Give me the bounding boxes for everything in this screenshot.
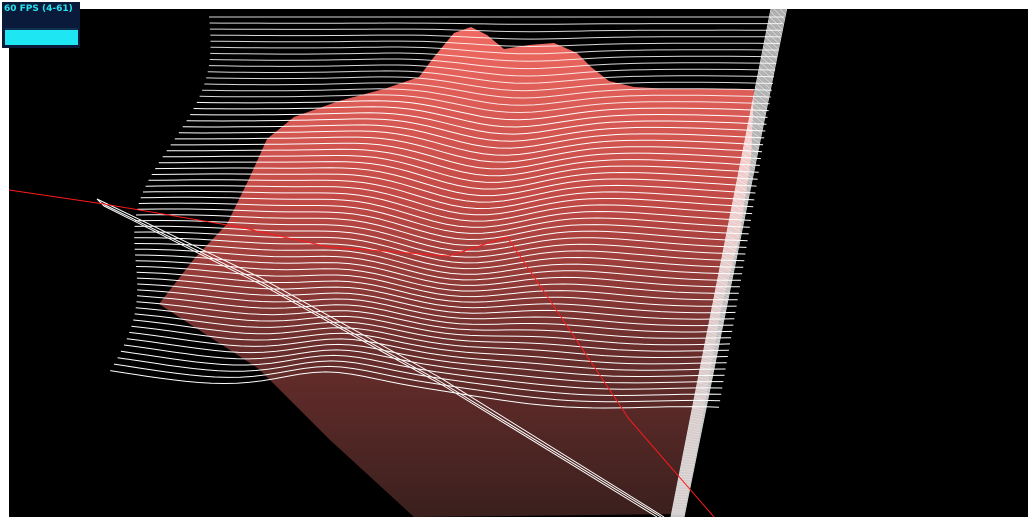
contour-line <box>208 64 776 77</box>
contour-line <box>196 100 769 121</box>
contour-line <box>145 185 754 216</box>
contour-line <box>151 173 756 203</box>
contour-line <box>182 124 765 149</box>
wireframe-side-wall <box>670 9 788 517</box>
contour-line <box>120 350 723 390</box>
contour-line <box>129 331 726 371</box>
contour-line <box>133 319 728 358</box>
contour-line <box>135 219 747 252</box>
contour-line <box>131 325 727 365</box>
wall-line <box>678 9 782 517</box>
wall-line <box>683 9 788 517</box>
contour-line <box>155 167 757 197</box>
contour-line <box>202 88 771 106</box>
contour-line <box>148 179 755 210</box>
contour-line <box>136 266 738 301</box>
contour-line <box>110 370 720 409</box>
webgl-viewport[interactable] <box>9 9 1028 517</box>
axis-lines <box>9 189 715 517</box>
wireframe-boundary <box>96 198 665 517</box>
contour-line <box>210 40 780 48</box>
contour-line <box>134 231 745 264</box>
contour-line <box>137 208 749 241</box>
contour-line <box>178 130 764 156</box>
contour-line <box>210 52 778 62</box>
wall-line <box>681 9 785 517</box>
wall-line <box>675 9 778 517</box>
contour-line <box>210 46 779 55</box>
fps-graph <box>5 28 78 45</box>
contour-line <box>136 301 732 339</box>
contour-line <box>162 154 759 183</box>
wall-line <box>672 9 774 517</box>
wall-line <box>674 9 777 517</box>
contour-line <box>136 277 736 314</box>
wall-line <box>680 9 784 517</box>
contour-line <box>158 161 758 190</box>
wall-line <box>676 9 779 517</box>
contour-line <box>174 136 763 163</box>
wall-line <box>677 9 780 517</box>
contour-line <box>207 70 775 84</box>
contour-line <box>135 254 740 288</box>
contour-line <box>210 34 781 40</box>
contour-line <box>136 295 733 333</box>
wall-line <box>682 9 786 517</box>
wireframe-contours <box>110 16 784 409</box>
contour-line <box>140 196 751 228</box>
contour-line <box>166 148 760 177</box>
fps-counter-label: 60 FPS (4-61) <box>4 4 73 14</box>
terrain-scene[interactable] <box>9 9 1028 517</box>
contour-line <box>134 313 729 352</box>
contour-line <box>135 260 739 294</box>
contour-line <box>134 243 743 275</box>
contour-line <box>136 271 737 307</box>
contour-line <box>117 357 722 397</box>
contour-line <box>123 344 724 384</box>
wall-line <box>670 9 772 517</box>
contour-line <box>199 94 770 114</box>
fps-graph-header <box>5 28 78 30</box>
contour-line <box>142 191 753 222</box>
contour-line <box>137 289 734 327</box>
contour-line <box>206 76 774 92</box>
contour-line <box>204 82 772 99</box>
contour-line <box>134 225 746 258</box>
contour-line <box>209 28 782 33</box>
contour-line <box>134 248 741 281</box>
contour-line <box>126 338 725 377</box>
wall-line <box>679 9 783 517</box>
contour-line <box>193 106 768 128</box>
contour-line <box>186 118 766 142</box>
fps-stats-panel[interactable]: 60 FPS (4-61) <box>2 2 80 48</box>
contour-line <box>113 363 721 403</box>
contour-line <box>135 214 748 246</box>
contour-line <box>190 112 767 135</box>
wall-line <box>673 9 776 517</box>
contour-line <box>137 283 735 320</box>
contour-line <box>209 58 777 70</box>
contour-line <box>138 202 750 234</box>
contour-line <box>135 307 731 346</box>
wall-line <box>671 9 773 517</box>
contour-line <box>134 237 744 270</box>
contour-line <box>170 142 761 170</box>
contour-line <box>209 22 783 25</box>
